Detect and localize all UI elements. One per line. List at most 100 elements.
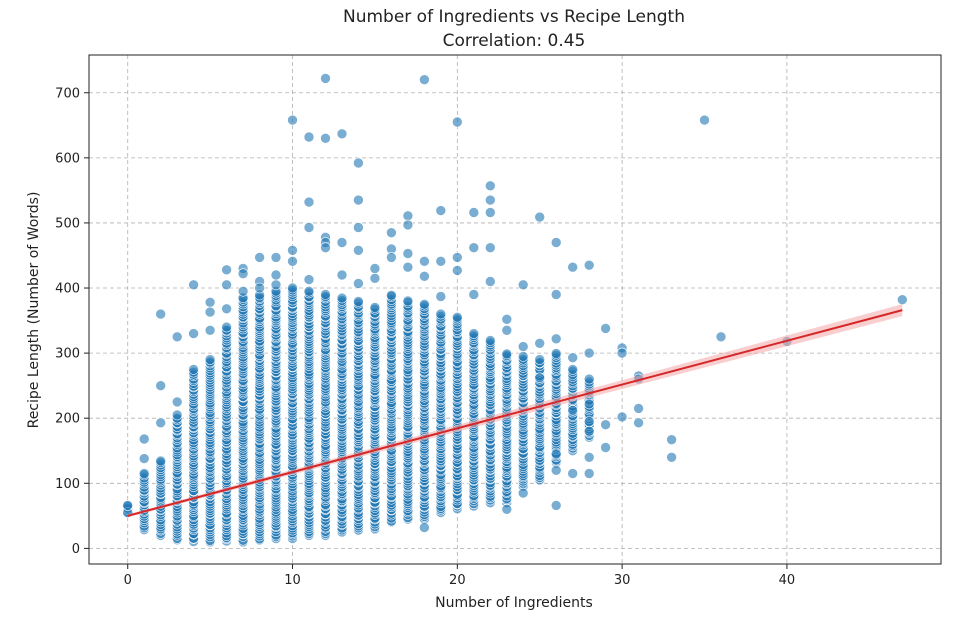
x-tick-label: 30 <box>614 573 631 588</box>
data-point <box>501 324 513 336</box>
data-point <box>353 278 364 289</box>
data-point <box>171 331 183 343</box>
data-point <box>484 207 496 218</box>
data-point <box>583 451 595 463</box>
x-tick-label: 20 <box>449 573 466 588</box>
data-point <box>270 269 282 281</box>
y-tick-label: 200 <box>55 412 80 427</box>
data-point <box>666 451 677 463</box>
data-point <box>451 311 463 323</box>
data-point <box>550 289 562 300</box>
data-point <box>484 335 496 346</box>
data-point <box>270 252 282 263</box>
data-point <box>600 442 611 453</box>
data-point <box>353 296 364 307</box>
data-point <box>896 294 908 306</box>
data-point <box>616 347 628 359</box>
data-point <box>419 298 430 310</box>
data-point <box>369 263 381 274</box>
data-point <box>369 302 381 313</box>
x-tick-label: 10 <box>284 573 301 588</box>
data-point <box>402 248 414 259</box>
data-point <box>155 417 166 429</box>
data-point <box>402 210 414 222</box>
data-point <box>451 116 463 128</box>
scatter-points <box>122 73 908 548</box>
data-point <box>336 237 348 248</box>
data-point <box>419 74 430 85</box>
data-point <box>616 411 628 423</box>
data-point <box>534 354 546 365</box>
trend-line <box>127 309 903 517</box>
data-point <box>353 157 364 169</box>
data-point <box>501 313 513 325</box>
data-point <box>270 279 282 291</box>
data-point <box>254 282 265 294</box>
data-point <box>303 131 315 143</box>
data-point <box>468 207 480 218</box>
data-point <box>204 306 216 318</box>
data-point <box>567 468 579 479</box>
data-point <box>402 261 414 273</box>
data-point <box>550 448 562 460</box>
data-point <box>435 308 447 320</box>
data-point <box>699 114 710 126</box>
data-point <box>517 279 529 291</box>
data-point <box>567 364 579 375</box>
data-point <box>550 237 562 248</box>
data-point <box>353 222 364 233</box>
data-point <box>287 255 298 267</box>
data-point <box>303 222 315 233</box>
data-point <box>501 348 513 360</box>
data-point <box>550 333 562 345</box>
data-point <box>484 242 496 253</box>
data-point <box>583 259 595 271</box>
data-point <box>435 291 447 302</box>
data-point <box>353 245 364 256</box>
data-point <box>600 323 611 334</box>
y-tick-label: 0 <box>72 542 80 557</box>
data-point <box>484 194 496 206</box>
data-point <box>221 279 232 291</box>
data-point <box>336 292 348 304</box>
data-point <box>303 196 315 208</box>
data-point <box>254 252 265 263</box>
data-point <box>353 194 364 206</box>
data-point <box>138 453 150 464</box>
data-point <box>451 265 463 276</box>
data-point <box>221 303 232 315</box>
data-point <box>567 405 579 416</box>
data-point <box>583 416 595 427</box>
data-point <box>138 433 150 445</box>
data-point <box>501 503 513 515</box>
y-tick-label: 100 <box>55 477 80 492</box>
data-point <box>303 285 315 297</box>
data-point <box>155 308 166 320</box>
data-point <box>583 398 595 410</box>
data-point <box>633 417 644 429</box>
data-point <box>484 180 496 192</box>
data-point <box>122 500 133 511</box>
data-point <box>534 337 546 349</box>
data-point <box>517 487 529 499</box>
data-point <box>550 348 562 359</box>
data-point <box>468 242 480 253</box>
data-point <box>534 211 546 223</box>
y-tick-label: 500 <box>55 216 80 231</box>
chart-subtitle: Correlation: 0.45 <box>443 31 586 51</box>
data-point <box>484 276 496 287</box>
data-point <box>386 289 397 301</box>
data-point <box>320 73 331 84</box>
data-point <box>402 219 414 231</box>
y-axis-label: Recipe Length (Number of Words) <box>26 192 42 429</box>
data-point <box>320 289 331 300</box>
data-point <box>237 285 249 297</box>
data-point <box>221 264 232 276</box>
data-point <box>583 468 595 479</box>
data-point <box>468 289 480 300</box>
data-point <box>419 522 430 533</box>
data-point <box>435 255 447 267</box>
data-point <box>386 252 397 263</box>
